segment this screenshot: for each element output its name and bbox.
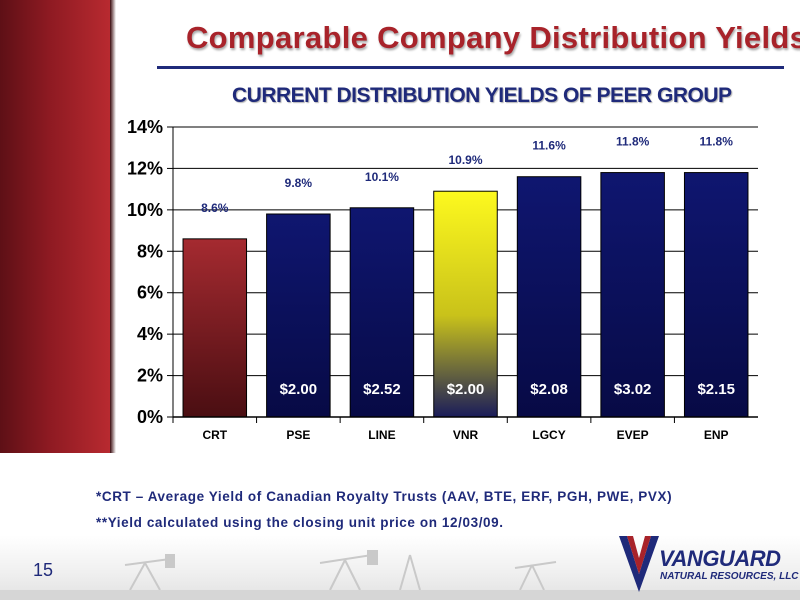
ytick-label: 4%	[137, 324, 163, 344]
left-band-shadow	[110, 0, 116, 453]
bar-evep	[600, 172, 665, 418]
xtick-label-enp: ENP	[704, 428, 729, 442]
chart-title: CURRENT DISTRIBUTION YIELDS OF PEER GROU…	[232, 84, 732, 107]
distribution-label-evep: $3.02	[614, 381, 652, 398]
footnote-yield-calculation: **Yield calculated using the closing uni…	[96, 515, 504, 530]
value-label-vnr: 10.9%	[448, 153, 482, 167]
bar-lgcy	[516, 176, 582, 418]
page-number: 15	[33, 560, 54, 580]
ytick-label: 8%	[137, 241, 163, 261]
bar-crt	[182, 238, 248, 418]
ytick-label: 2%	[137, 366, 163, 386]
title-divider	[157, 66, 784, 69]
bar-pse	[266, 213, 331, 418]
value-label-line: 10.1%	[365, 170, 399, 184]
xtick-label-evep: EVEP	[617, 428, 649, 442]
chart-labels: 0% 2% 4% 6% 8% 10% 12% 14% 8.6% CRT 9.8% $2.00 PSE 10…	[127, 117, 735, 442]
chart-bars	[182, 172, 749, 418]
value-label-pse: 9.8%	[285, 176, 313, 190]
ytick-label: 14%	[127, 117, 163, 137]
logo-subtitle: NATURAL RESOURCES, LLC	[660, 571, 799, 582]
value-label-enp: 11.8%	[700, 135, 734, 149]
bar-vnr	[433, 190, 498, 418]
distribution-label-enp: $2.15	[697, 381, 735, 398]
ytick-label: 6%	[137, 283, 163, 303]
oil-pump-jack-illustration	[0, 550, 800, 600]
distribution-label-vnr: $2.00	[447, 381, 485, 398]
ytick-label: 10%	[127, 200, 163, 220]
ytick-label: 12%	[127, 158, 163, 178]
logo-name: VANGUARD	[659, 546, 781, 571]
value-label-crt: 8.6%	[201, 201, 229, 215]
chart-axes	[167, 126, 758, 423]
slide-title: Comparable Company Distribution Yields	[186, 20, 800, 55]
vanguard-logo-icon	[619, 536, 659, 592]
bar-line	[349, 207, 415, 418]
xtick-label-crt: CRT	[202, 428, 227, 442]
xtick-label-line: LINE	[368, 428, 395, 442]
ytick-label: 0%	[137, 407, 163, 427]
xtick-label-pse: PSE	[286, 428, 310, 442]
bar-enp	[683, 172, 749, 418]
bar-chart: 0% 2% 4% 6% 8% 10% 12% 14% 8.6% CRT 9.8% $2.00 PSE 10…	[127, 117, 758, 442]
distribution-label-lgcy: $2.08	[530, 381, 568, 398]
value-label-lgcy: 11.6%	[532, 139, 566, 153]
value-label-evep: 11.8%	[616, 135, 650, 149]
distribution-label-pse: $2.00	[280, 381, 318, 398]
distribution-label-line: $2.52	[363, 381, 401, 398]
footnote-crt-definition: *CRT – Average Yield of Canadian Royalty…	[96, 489, 673, 504]
xtick-label-vnr: VNR	[453, 428, 479, 442]
xtick-label-lgcy: LGCY	[532, 428, 565, 442]
bottom-decorative-strip	[0, 535, 800, 600]
left-decorative-band	[0, 0, 110, 453]
